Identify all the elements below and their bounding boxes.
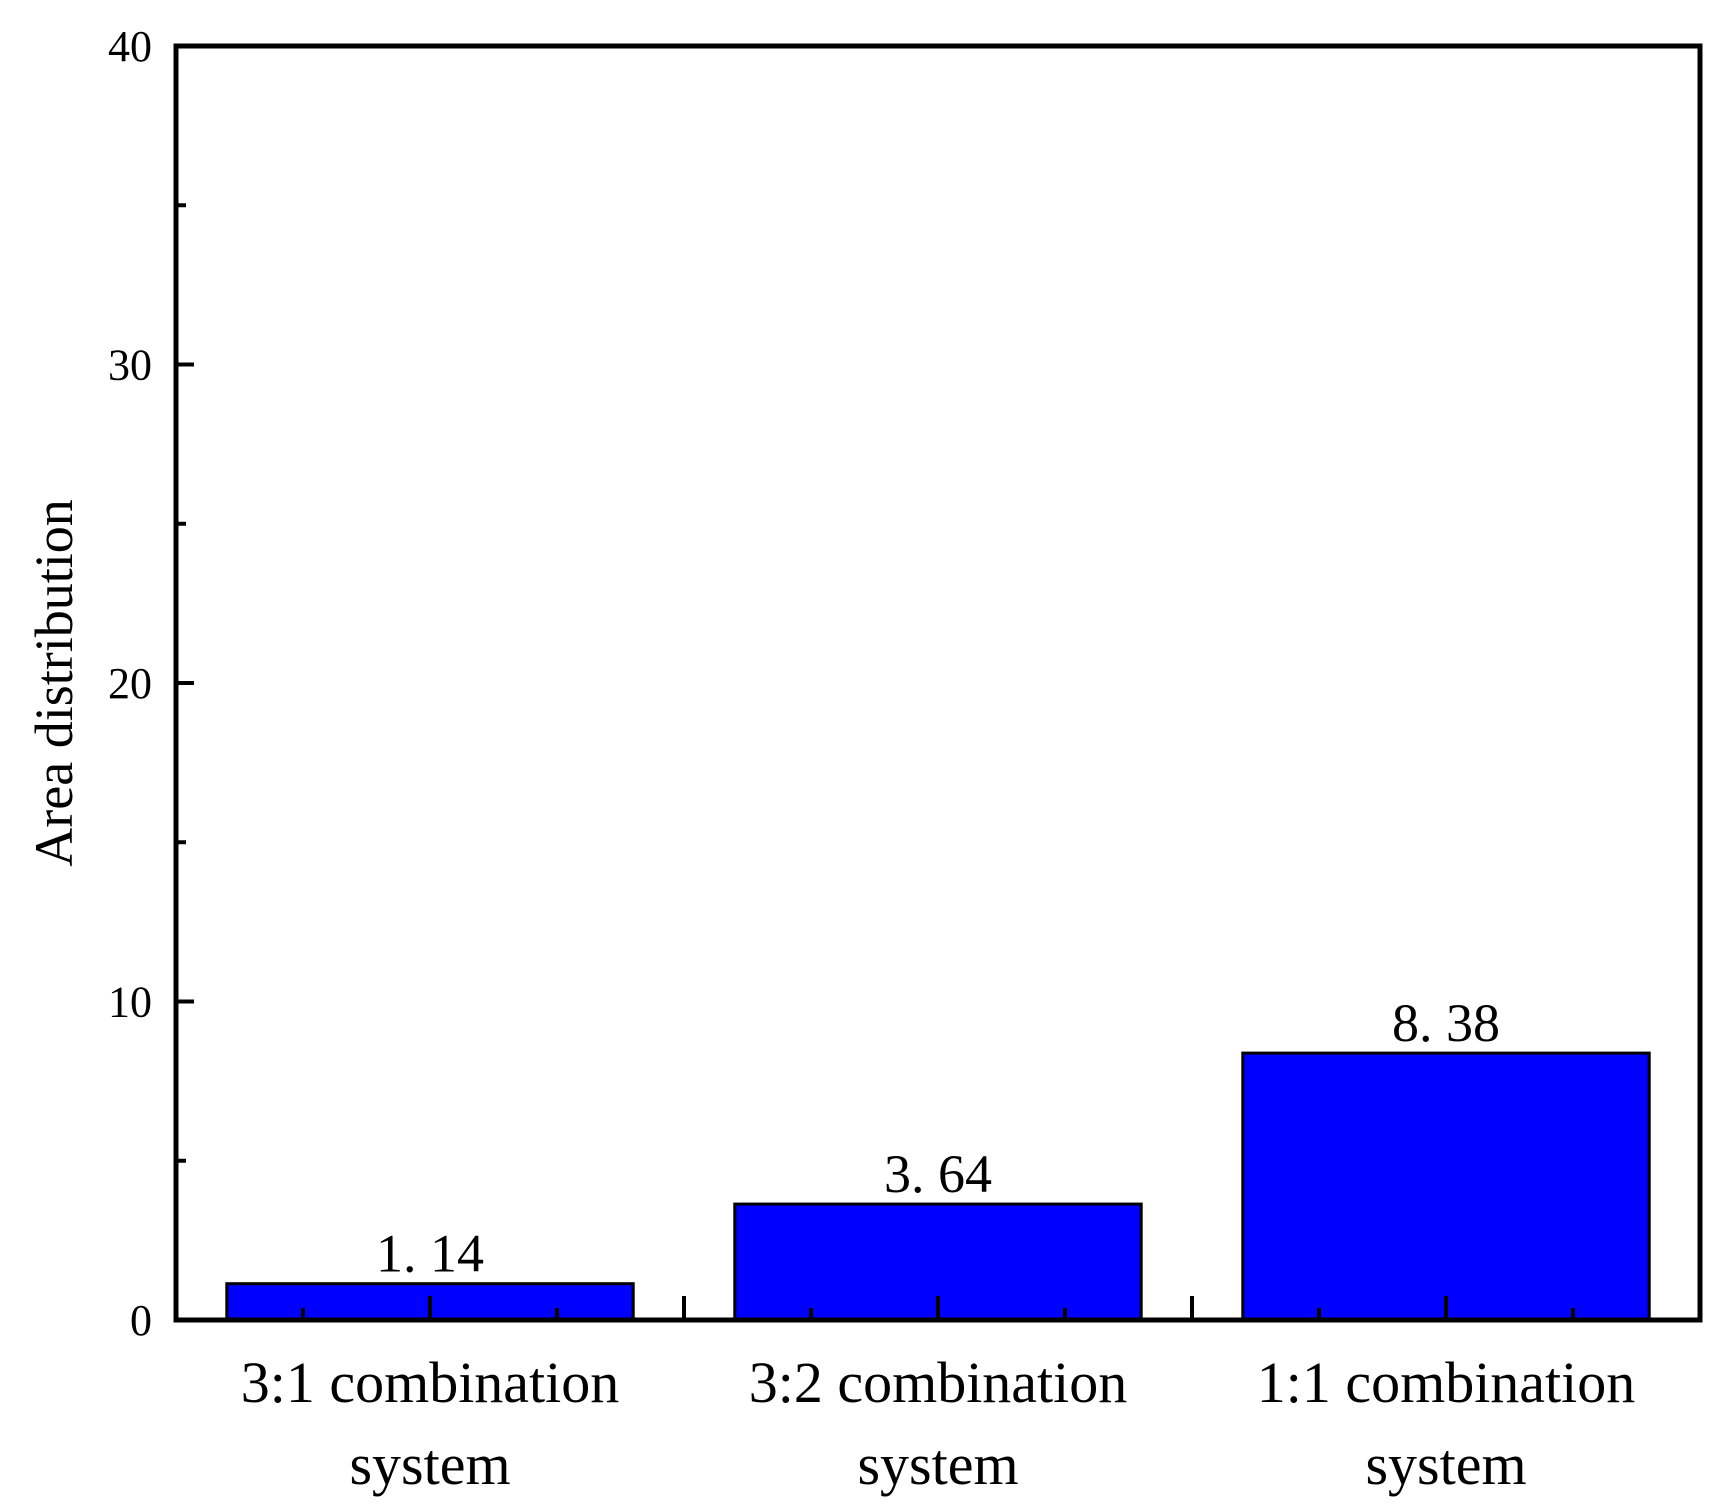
x-category-labels-group: 3:1 combination system 3:2 combination syst… (241, 1350, 1636, 1497)
y-tick-label: 30 (108, 341, 152, 390)
x-category-label: system (1365, 1432, 1526, 1497)
data-label: 1. 14 (376, 1224, 484, 1284)
y-ticks-group (176, 44, 194, 1322)
x-category-label: 3:2 combination (749, 1350, 1128, 1415)
data-label: 3. 64 (884, 1144, 992, 1204)
y-axis-title: Area distribution (24, 499, 84, 866)
x-category-label: 1:1 combination (1257, 1350, 1636, 1415)
data-labels-group: 1. 14 3. 64 8. 38 (376, 993, 1500, 1284)
y-tick-label: 0 (130, 1296, 152, 1345)
plot-frame (173, 43, 1703, 1323)
y-tick-label: 40 (108, 22, 152, 71)
bar (1241, 1051, 1651, 1322)
x-category-label: system (349, 1432, 510, 1497)
y-tick-label: 20 (108, 659, 152, 708)
y-tick-labels-group: 0 10 20 30 40 (108, 22, 152, 1345)
data-label: 8. 38 (1392, 993, 1500, 1053)
x-category-label: 3:1 combination (241, 1350, 620, 1415)
y-tick-label: 10 (108, 978, 152, 1027)
x-category-label: system (857, 1432, 1018, 1497)
